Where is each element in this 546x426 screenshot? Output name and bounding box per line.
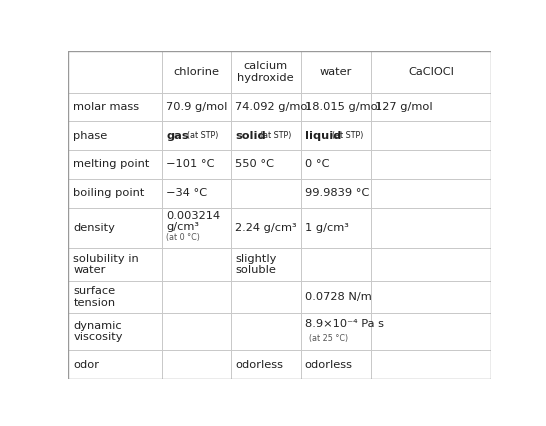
Text: boiling point: boiling point [73, 188, 145, 198]
Text: g/cm³: g/cm³ [167, 222, 199, 232]
Text: liquid: liquid [305, 131, 341, 141]
Text: 0.003214: 0.003214 [167, 210, 221, 221]
Text: −101 °C: −101 °C [167, 159, 215, 170]
Text: density: density [73, 223, 115, 233]
Text: 74.092 g/mol: 74.092 g/mol [235, 102, 311, 112]
Text: (at STP): (at STP) [333, 131, 364, 140]
Text: odorless: odorless [235, 360, 283, 370]
Text: CaClOCl: CaClOCl [408, 67, 454, 77]
Text: (at 0 °C): (at 0 °C) [167, 233, 200, 242]
Text: 0 °C: 0 °C [305, 159, 329, 170]
Text: 70.9 g/mol: 70.9 g/mol [167, 102, 228, 112]
Text: solubility in
water: solubility in water [73, 254, 139, 275]
Text: slightly
soluble: slightly soluble [235, 254, 276, 275]
Text: water: water [320, 67, 352, 77]
Text: 1 g/cm³: 1 g/cm³ [305, 223, 349, 233]
Text: 18.015 g/mol: 18.015 g/mol [305, 102, 381, 112]
Text: molar mass: molar mass [73, 102, 139, 112]
Text: calcium
hydroxide: calcium hydroxide [238, 61, 294, 83]
Text: (at STP): (at STP) [187, 131, 218, 140]
Text: dynamic
viscosity: dynamic viscosity [73, 321, 123, 343]
Text: odor: odor [73, 360, 99, 370]
Text: odorless: odorless [305, 360, 353, 370]
Text: 8.9×10⁻⁴ Pa s: 8.9×10⁻⁴ Pa s [305, 319, 384, 329]
Text: phase: phase [73, 131, 108, 141]
Text: solid: solid [235, 131, 265, 141]
Text: surface
tension: surface tension [73, 286, 115, 308]
Text: (at 25 °C): (at 25 °C) [309, 334, 348, 343]
Text: (at STP): (at STP) [259, 131, 291, 140]
Text: chlorine: chlorine [174, 67, 219, 77]
Text: melting point: melting point [73, 159, 150, 170]
Text: −34 °C: −34 °C [167, 188, 207, 198]
Text: 0.0728 N/m: 0.0728 N/m [305, 292, 371, 302]
Text: 99.9839 °C: 99.9839 °C [305, 188, 369, 198]
Text: 550 °C: 550 °C [235, 159, 274, 170]
Text: gas: gas [167, 131, 189, 141]
Text: 2.24 g/cm³: 2.24 g/cm³ [235, 223, 296, 233]
Text: 127 g/mol: 127 g/mol [376, 102, 433, 112]
